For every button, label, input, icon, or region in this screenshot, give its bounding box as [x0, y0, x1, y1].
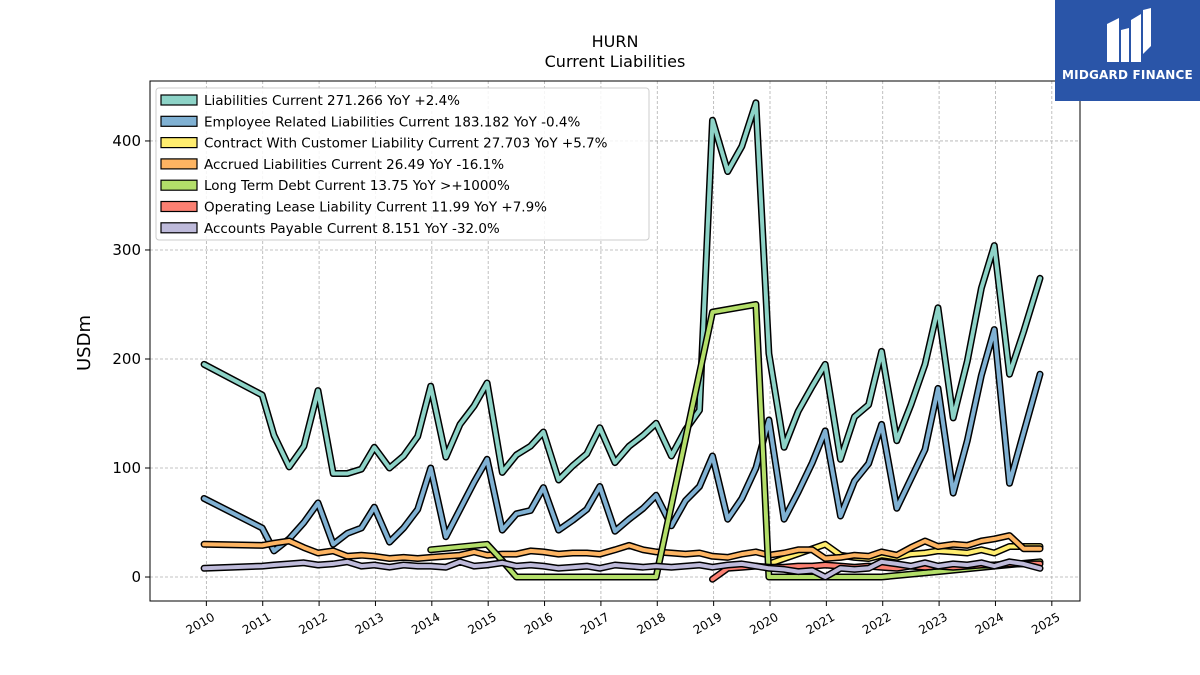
y-tick-label: 0: [131, 568, 141, 586]
x-tick-label: 2018: [635, 610, 668, 637]
x-tick-label: 2023: [916, 610, 949, 637]
midgard-logo: MIDGARD FINANCE: [1055, 0, 1200, 101]
y-tick-label: 300: [112, 241, 141, 259]
x-tick-label: 2010: [184, 610, 217, 637]
y-axis-label: USDm: [74, 315, 95, 371]
x-tick-label: 2019: [691, 610, 724, 637]
x-tick-label: 2021: [804, 610, 837, 637]
legend-swatch: [160, 200, 198, 213]
plot-area-frame: [149, 80, 1081, 602]
midgard-logo-icon: [1107, 8, 1151, 62]
legend-entry: Accounts Payable Current 8.151 YoY -32.0…: [204, 221, 500, 237]
legend-entry: Accrued Liabilities Current 26.49 YoY -1…: [204, 157, 504, 173]
x-tick-label: 2017: [578, 610, 611, 637]
legend-swatch: [160, 179, 198, 191]
legend: Liabilities Current 271.266 YoY +2.4% Emp…: [155, 87, 650, 241]
y-tick-label: 400: [112, 132, 141, 150]
series-line-3: [202, 533, 1042, 561]
x-tick-label: 2015: [465, 610, 498, 637]
logo-text: MIDGARD FINANCE: [1062, 68, 1193, 82]
legend-swatch: [160, 137, 198, 149]
series-line-6: [202, 559, 1042, 579]
x-tick-label: 2022: [860, 610, 893, 637]
chart-subtitle: Current Liabilities: [544, 52, 686, 71]
legend-swatch: [160, 222, 198, 234]
y-tick-label: 100: [112, 459, 141, 477]
legend-swatch: [160, 94, 198, 106]
legend-swatch: [160, 158, 198, 170]
x-tick-label: 2012: [296, 610, 329, 637]
legend-entry: Liabilities Current 271.266 YoY +2.4%: [204, 93, 460, 109]
chart-title: HURN: [591, 32, 639, 51]
legend-entry: Contract With Customer Liability Current…: [204, 136, 608, 152]
x-tick-label: 2013: [353, 610, 386, 637]
x-tick-label: 2024: [973, 610, 1006, 637]
x-tick-label: 2025: [1029, 610, 1062, 637]
series-line-0: [202, 100, 1042, 482]
legend-entry: Employee Related Liabilities Current 183…: [204, 114, 580, 130]
series-lines: [200, 99, 1044, 583]
y-tick-label: 200: [112, 350, 141, 368]
legend-entry: Operating Lease Liability Current 11.99 …: [204, 200, 547, 216]
legend-entry: Long Term Debt Current 13.75 YoY >+1000%: [204, 178, 510, 194]
legend-swatch: [160, 115, 198, 127]
x-tick-label: 2016: [522, 610, 555, 637]
legend-box: [155, 87, 650, 241]
x-tick-label: 2014: [409, 610, 442, 637]
series-line-1: [202, 327, 1042, 553]
x-tick-label: 2020: [747, 610, 780, 637]
x-tick-label: 2011: [240, 610, 273, 637]
